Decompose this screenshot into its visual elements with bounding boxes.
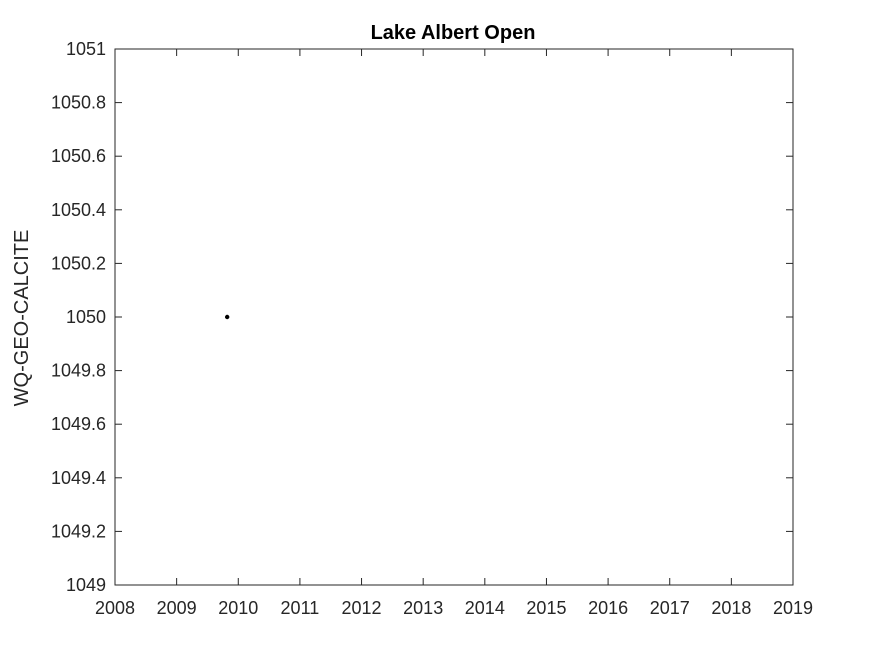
y-axis: 1049 1049.2 1049.4 1049.6 1049.8 1050 1050.2 10… xyxy=(51,39,793,595)
y-tick-label: 1049.4 xyxy=(51,468,106,488)
y-tick-label: 1049.2 xyxy=(51,521,106,541)
y-axis-label: WQ-GEO-CALCITE xyxy=(11,230,33,407)
data-point xyxy=(224,314,230,320)
y-tick-label: 1050.4 xyxy=(51,200,106,220)
x-tick-label: 2013 xyxy=(403,598,443,618)
x-axis: 2008 2009 2010 2011 2012 2013 2014 2015 2016 2017… xyxy=(95,49,813,618)
x-tick-label: 2012 xyxy=(342,598,382,618)
x-tick-label: 2010 xyxy=(218,598,258,618)
x-tick-label: 2018 xyxy=(711,598,751,618)
x-tick-label: 2011 xyxy=(281,598,320,618)
y-tick-label: 1051 xyxy=(66,39,106,59)
chart-title: Lake Albert Open xyxy=(371,22,536,44)
x-tick-label: 2009 xyxy=(157,598,197,618)
y-tick-label: 1050.8 xyxy=(51,93,106,113)
y-tick-label: 1049 xyxy=(66,575,106,595)
y-tick-label: 1050.6 xyxy=(51,146,106,166)
data-points xyxy=(224,314,230,320)
plot-area xyxy=(114,48,794,586)
y-tick-label: 1050.2 xyxy=(51,253,106,273)
x-tick-label: 2008 xyxy=(95,598,135,618)
y-tick-label: 1049.6 xyxy=(51,414,106,434)
x-tick-label: 2015 xyxy=(526,598,566,618)
x-tick-label: 2019 xyxy=(773,598,813,618)
x-tick-label: 2014 xyxy=(465,598,505,618)
x-tick-label: 2016 xyxy=(588,598,628,618)
x-tick-label: 2017 xyxy=(650,598,690,618)
y-tick-label: 1049.8 xyxy=(51,361,106,381)
y-tick-label: 1050 xyxy=(66,307,106,327)
